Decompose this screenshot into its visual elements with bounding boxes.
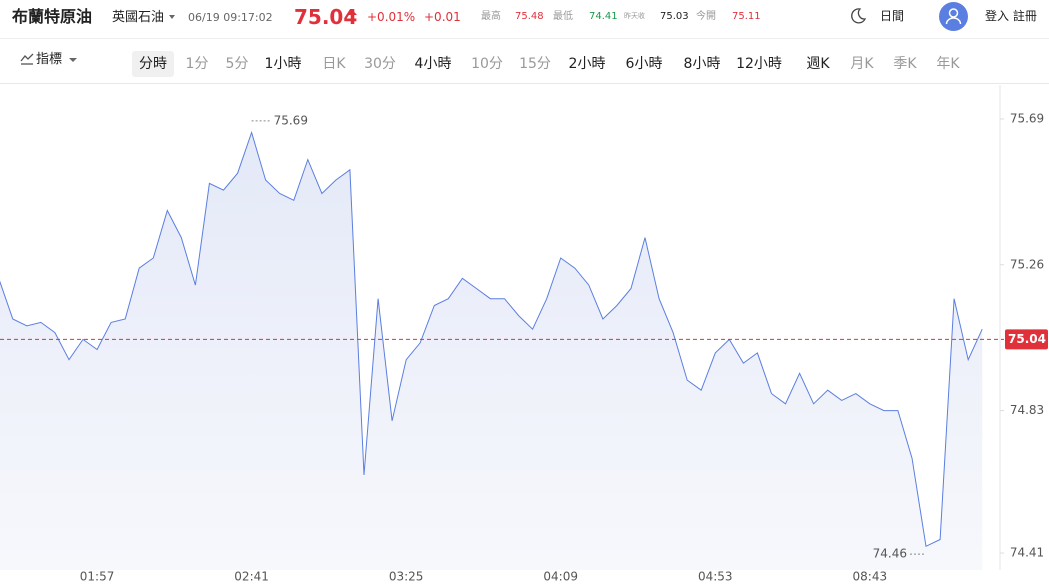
y-tick-label: 74.41 (1010, 546, 1044, 560)
exchange[interactable]: 英國石油 (112, 10, 165, 25)
high-label: 75.69 (274, 113, 308, 127)
x-tick-label: 01:57 (80, 570, 115, 584)
header: 布蘭特原油 英國石油 06/19 09:17:02 75.04 +0.01% +… (0, 0, 1049, 39)
y-tick-label: 74.83 (1010, 403, 1044, 417)
x-tick-label: 02:41 (234, 570, 269, 584)
price: 75.04 (294, 5, 358, 29)
avatar[interactable] (939, 2, 968, 31)
x-tick-label: 04:09 (543, 570, 578, 584)
interval-button[interactable]: 6小時 (625, 56, 663, 72)
interval-button[interactable]: 4小時 (414, 56, 452, 72)
x-tick-label: 03:25 (389, 570, 424, 584)
theme[interactable]: 日間 (880, 9, 905, 23)
toolbar: 指標 分時 1分 5分 1小時 日K 30分 4小時 10分 15分 2小時 6小時 8小時 12小時 週… (0, 38, 1049, 84)
open: 75.11 (732, 11, 761, 22)
interval-button[interactable]: 週K (806, 56, 830, 72)
interval-button[interactable]: 2小時 (568, 56, 606, 72)
price-line (0, 130, 983, 548)
interval-button[interactable]: 月K (850, 56, 874, 72)
up-arrow (348, 10, 357, 24)
interval-button[interactable]: 15分 (519, 56, 551, 72)
low-label: 74.46 (873, 547, 907, 561)
y-tick-label: 75.26 (1010, 257, 1044, 271)
interval-button[interactable]: 10分 (471, 56, 503, 72)
interval-button[interactable]: 5分 (225, 56, 249, 72)
interval-button[interactable]: 季K (893, 56, 917, 72)
high-label: 最高 (481, 11, 501, 22)
interval-button[interactable]: 年K (936, 56, 960, 72)
moon-icon[interactable] (849, 7, 867, 25)
interval-button[interactable]: 8小時 (683, 56, 721, 72)
chart: 75.69 75.26 74.83 74.41 01:57 02:41 03:25 04:09… (0, 85, 1048, 584)
low: 74.41 (589, 11, 618, 22)
dropdown-icon (169, 15, 175, 19)
indicator-icon (20, 53, 34, 65)
interval-button[interactable]: 1分 (185, 56, 209, 72)
dropdown-icon (69, 58, 77, 62)
interval-button[interactable]: 30分 (364, 56, 396, 72)
high: 75.48 (515, 11, 544, 22)
title: 布蘭特原油 (12, 7, 93, 26)
interval-button[interactable]: 1小時 (264, 56, 302, 72)
time: 06/19 09:17:02 (188, 11, 273, 24)
prev-close-label: 昨天收 (624, 12, 645, 20)
indicators[interactable]: 指標 (36, 52, 63, 67)
low-label: 最低 (553, 11, 573, 22)
open-label: 今開 (696, 11, 716, 22)
area (0, 132, 983, 570)
x-tick-label: 08:43 (853, 570, 888, 584)
login[interactable]: 登入 註冊 (985, 9, 1037, 23)
y-tick-label: 75.69 (1010, 111, 1044, 125)
prev-close: 75.03 (660, 11, 689, 22)
change-pct: +0.01% (367, 10, 416, 24)
last-price-box (1005, 329, 1048, 350)
change: +0.01 (424, 10, 461, 24)
interval-button[interactable]: 日K (322, 56, 346, 72)
x-tick-label: 04:53 (698, 570, 733, 584)
interval-button[interactable]: 分時 (132, 51, 174, 77)
interval-button[interactable]: 12小時 (736, 56, 782, 72)
last-price-label: 75.04 (1008, 332, 1046, 346)
